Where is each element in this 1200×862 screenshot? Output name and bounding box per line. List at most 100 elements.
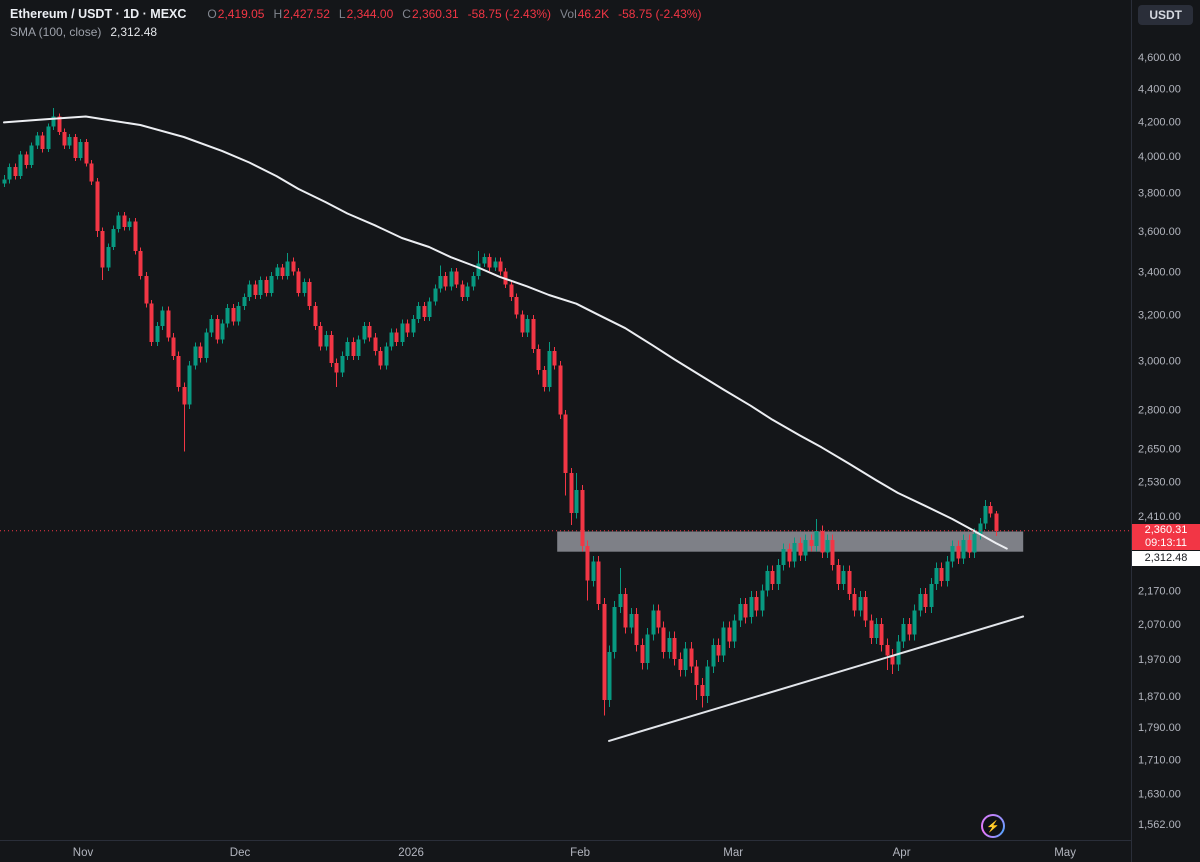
candle-body <box>978 523 983 534</box>
candle-body <box>727 627 732 642</box>
lightning-glyph: ⚡ <box>983 816 1003 836</box>
candle-body <box>427 301 432 317</box>
candle-body <box>422 305 427 317</box>
candle-body <box>95 181 100 231</box>
candle-body <box>988 505 993 514</box>
candle-body <box>509 284 514 298</box>
volume-label[interactable]: Vol <box>560 7 577 21</box>
candle-body <box>149 303 154 342</box>
candle-body <box>645 634 650 663</box>
candle-body <box>356 339 361 356</box>
candle-body <box>552 351 557 366</box>
candle-body <box>160 310 165 326</box>
candle-body <box>901 624 906 642</box>
candle-body <box>640 644 645 663</box>
candle-body <box>362 325 367 340</box>
candle-body <box>514 297 519 315</box>
candle-body <box>127 221 132 228</box>
symbol-title[interactable]: Ethereum / USDT · 1D · MEXC <box>10 7 187 21</box>
candle-body <box>329 335 334 363</box>
candle-body <box>852 593 857 611</box>
candle-body <box>967 540 972 553</box>
time-axis-label[interactable]: May <box>1054 847 1076 859</box>
candle-body <box>57 116 62 132</box>
candle-body <box>651 610 656 635</box>
candle-countdown: 09:13:11 <box>1144 536 1187 549</box>
candle-body <box>471 275 476 287</box>
candle-body <box>225 308 230 324</box>
candle-body <box>596 561 601 604</box>
candle-body <box>694 666 699 685</box>
time-axis-label[interactable]: Mar <box>723 847 743 859</box>
candle-body <box>700 684 705 697</box>
low-label: L <box>338 7 346 21</box>
candle-body <box>13 167 18 177</box>
sma-100-line[interactable] <box>3 115 1008 550</box>
candle-body <box>307 282 312 306</box>
candle-body <box>858 597 863 611</box>
candle-body <box>776 564 781 584</box>
candle-body <box>258 280 263 296</box>
price-axis-label: 2,070.00 <box>1138 619 1181 631</box>
candle-body <box>809 540 814 547</box>
candle-body <box>536 348 541 371</box>
candle-body <box>683 648 688 671</box>
quote-currency-button[interactable]: USDT <box>1138 5 1193 25</box>
price-axis-label: 1,790.00 <box>1138 722 1181 734</box>
candle-body <box>885 644 890 656</box>
price-axis-label: 2,410.00 <box>1138 511 1181 523</box>
candle-body <box>629 613 634 628</box>
candle-body <box>416 305 421 320</box>
candle-body <box>454 271 459 285</box>
candle-body <box>400 323 405 342</box>
candle-body <box>209 319 214 333</box>
time-axis-label[interactable]: Feb <box>570 847 590 859</box>
candle-body <box>18 154 23 177</box>
candle-body <box>661 627 666 653</box>
price-axis-label: 2,170.00 <box>1138 586 1181 598</box>
last-price-value: 2,360.31 <box>1144 523 1188 536</box>
chart-legend: Ethereum / USDT · 1D · MEXC O2,419.05 H2,4… <box>10 6 701 40</box>
time-axis-label[interactable]: 2026 <box>398 847 424 859</box>
candle-body <box>569 473 574 514</box>
candle-body <box>24 154 29 166</box>
candle-body <box>384 346 389 366</box>
candle-body <box>231 308 236 322</box>
time-axis-label[interactable]: Dec <box>230 847 251 859</box>
candle-body <box>433 288 438 302</box>
candle-body <box>912 610 917 635</box>
candle-body <box>340 355 345 373</box>
candle-body <box>803 540 808 556</box>
time-axis-label[interactable]: Apr <box>893 847 911 859</box>
candle-body <box>78 142 83 158</box>
candle-body <box>73 137 78 158</box>
lightning-icon[interactable]: ⚡ <box>981 814 1005 838</box>
price-axis-label: 1,562.00 <box>1138 819 1181 831</box>
candle-body <box>46 126 51 150</box>
time-axis-label[interactable]: Nov <box>73 847 94 859</box>
sma-indicator-value: 2,312.48 <box>110 25 158 39</box>
candles-series[interactable] <box>2 108 999 716</box>
candle-body <box>738 603 743 621</box>
candle-body <box>792 543 797 562</box>
resistance-zone-rectangle[interactable] <box>557 531 1024 552</box>
candle-body <box>825 540 830 553</box>
candle-body <box>520 314 525 333</box>
candle-body <box>2 179 7 184</box>
sma-indicator-label[interactable]: SMA (100, close) <box>10 25 102 39</box>
ascending-trendline[interactable] <box>608 615 1025 742</box>
candle-body <box>133 221 138 252</box>
candle-body <box>106 247 111 268</box>
candle-body <box>623 593 628 628</box>
candle-body <box>618 593 623 608</box>
candle-body <box>220 323 225 340</box>
candle-body <box>67 137 72 146</box>
candle-body <box>667 637 672 652</box>
candle-body <box>929 584 934 608</box>
price-axis-label: 1,970.00 <box>1138 654 1181 666</box>
price-axis-label: 4,200.00 <box>1138 117 1181 129</box>
candle-body <box>956 546 961 559</box>
candle-body <box>138 251 143 276</box>
